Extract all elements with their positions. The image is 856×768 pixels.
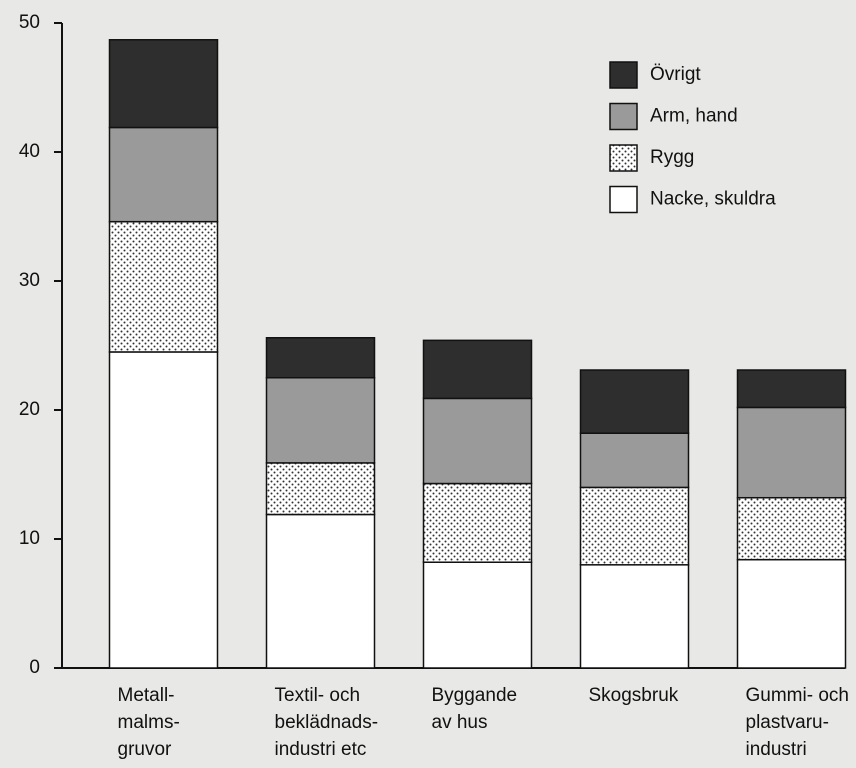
x-tick-label-line: av hus — [432, 712, 488, 733]
bar-segment — [422, 397, 533, 485]
x-tick-label-line: Metall- — [118, 685, 175, 706]
x-tick-label-line: Gummi- och — [746, 685, 849, 706]
bar-segment — [108, 39, 219, 129]
x-tick-label: Gummi- och plastvaru-industri — [746, 685, 849, 760]
legend-swatch — [609, 185, 638, 214]
x-tick-label-line: Byggande — [432, 685, 518, 706]
bar-segment — [579, 432, 690, 489]
legend-label: Övrigt — [650, 64, 701, 85]
bar-segment — [579, 564, 690, 669]
x-tick-label-line: gruvor — [118, 739, 173, 760]
legend-label: Arm, hand — [650, 106, 738, 127]
x-tick-label-line: Skogsbruk — [589, 685, 679, 706]
x-tick-label: Textil- och beklädnads-industri etc — [275, 685, 379, 760]
x-tick-label-line: beklädnads- — [275, 712, 379, 733]
y-tick-label: 0 — [29, 657, 40, 678]
y-tick-label: 10 — [19, 528, 40, 549]
x-tick-label: Metall-malms-gruvor — [118, 685, 180, 760]
bar-segment — [108, 220, 219, 353]
x-tick-label-line: industri etc — [275, 739, 367, 760]
x-tick-label: Skogsbruk — [589, 685, 679, 706]
legend-label: Rygg — [650, 147, 694, 168]
bar-segment — [265, 462, 376, 516]
y-tick-label: 50 — [19, 12, 40, 33]
x-tick-label: Byggande av hus — [432, 685, 518, 733]
bar-segment — [265, 377, 376, 464]
bar-segment — [579, 486, 690, 566]
bar-segment — [736, 558, 847, 669]
y-tick-label: 20 — [19, 399, 40, 420]
x-tick-label-line: Textil- och — [275, 685, 361, 706]
bar-segment — [736, 369, 847, 409]
bar-segment — [422, 482, 533, 563]
legend-swatch — [609, 102, 638, 131]
x-tick-label-line: industri — [746, 739, 807, 760]
bar-segment — [108, 351, 219, 669]
bar-segment — [422, 339, 533, 400]
bar-segment — [265, 513, 376, 669]
y-tick-label: 30 — [19, 270, 40, 291]
bar-segment — [265, 337, 376, 379]
legend-swatch — [609, 144, 638, 172]
x-tick-label-line: malms- — [118, 712, 180, 733]
bar-segment — [422, 561, 533, 669]
x-tick-label-line: plastvaru- — [746, 712, 829, 733]
bar-segment — [736, 496, 847, 561]
bar-segment — [736, 406, 847, 499]
bar-segment — [579, 369, 690, 434]
bar-segment — [108, 126, 219, 223]
legend-swatch — [609, 61, 638, 89]
y-tick-label: 40 — [19, 141, 40, 162]
legend-label: Nacke, skuldra — [650, 189, 776, 210]
